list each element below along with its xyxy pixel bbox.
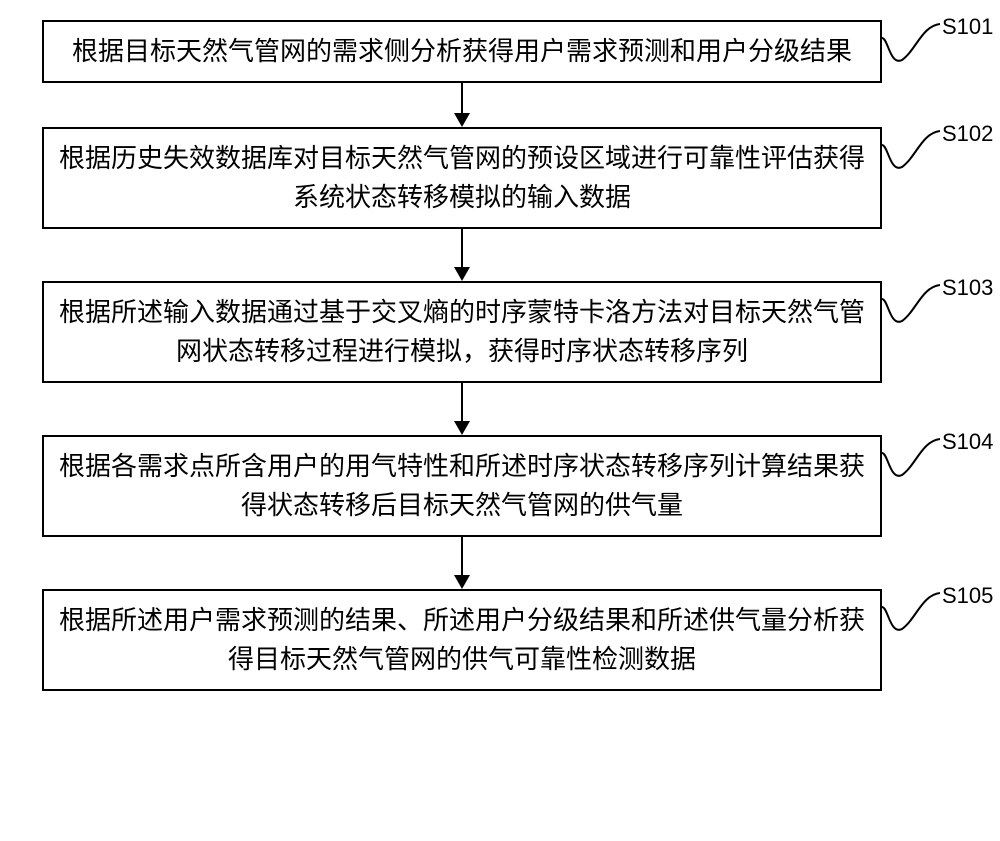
arrow-down-icon <box>447 537 477 589</box>
flow-arrow-wrap <box>0 383 1000 435</box>
flow-arrow-wrap <box>0 83 1000 127</box>
flow-step-row: 根据所述输入数据通过基于交叉熵的时序蒙特卡洛方法对目标天然气管网状态转移过程进行… <box>0 281 1000 383</box>
connector-curve-icon <box>882 589 940 639</box>
flow-step-row: 根据目标天然气管网的需求侧分析获得用户需求预测和用户分级结果S101 <box>0 20 1000 83</box>
flow-step-row: 根据各需求点所含用户的用气特性和所述时序状态转移序列计算结果获得状态转移后目标天… <box>0 435 1000 537</box>
step-label: S102 <box>942 121 993 147</box>
step-label: S103 <box>942 275 993 301</box>
step-label: S105 <box>942 583 993 609</box>
arrow-down-icon <box>447 229 477 281</box>
flow-step-box: 根据各需求点所含用户的用气特性和所述时序状态转移序列计算结果获得状态转移后目标天… <box>42 435 882 537</box>
connector-curve-icon <box>882 20 940 70</box>
flowchart-container: 根据目标天然气管网的需求侧分析获得用户需求预测和用户分级结果S101 根据历史失效… <box>0 20 1000 691</box>
arrow-down-icon <box>447 83 477 127</box>
step-label: S101 <box>942 14 993 40</box>
flow-step-row: 根据历史失效数据库对目标天然气管网的预设区域进行可靠性评估获得系统状态转移模拟的… <box>0 127 1000 229</box>
arrow-down-icon <box>447 383 477 435</box>
connector-curve-icon <box>882 127 940 177</box>
connector-curve-icon <box>882 435 940 485</box>
flow-step-box: 根据目标天然气管网的需求侧分析获得用户需求预测和用户分级结果 <box>42 20 882 83</box>
connector-curve-icon <box>882 281 940 331</box>
step-label: S104 <box>942 429 993 455</box>
flow-step-box: 根据所述用户需求预测的结果、所述用户分级结果和所述供气量分析获得目标天然气管网的… <box>42 589 882 691</box>
flow-arrow-wrap <box>0 537 1000 589</box>
flow-step-row: 根据所述用户需求预测的结果、所述用户分级结果和所述供气量分析获得目标天然气管网的… <box>0 589 1000 691</box>
flow-step-box: 根据历史失效数据库对目标天然气管网的预设区域进行可靠性评估获得系统状态转移模拟的… <box>42 127 882 229</box>
flow-step-box: 根据所述输入数据通过基于交叉熵的时序蒙特卡洛方法对目标天然气管网状态转移过程进行… <box>42 281 882 383</box>
flow-arrow-wrap <box>0 229 1000 281</box>
